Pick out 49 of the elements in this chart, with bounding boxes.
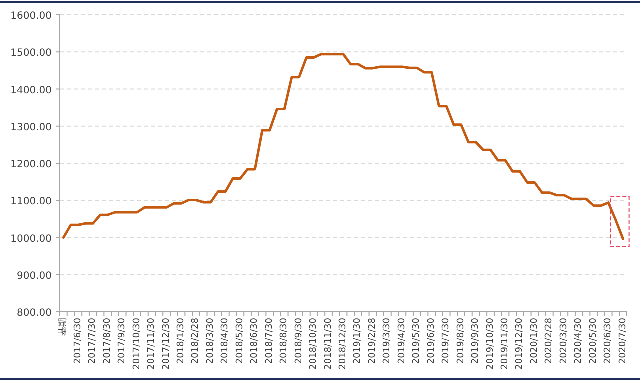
x-tick-label: 2019/7/30	[442, 318, 452, 364]
x-tick-label: 2018/10/30	[309, 318, 320, 370]
x-tick-label: 2017/9/30	[118, 318, 128, 364]
x-tick-label: 2020/2/28	[544, 318, 555, 364]
x-tick-label: 2019/2/28	[368, 318, 378, 364]
x-tick-label: 2018/11/30	[324, 318, 334, 370]
y-tick-label: 1400.00	[10, 85, 52, 96]
x-tick-label: 2019/10/30	[486, 318, 496, 370]
y-tick-label: 1600.00	[10, 11, 52, 22]
y-tick-label: 800.00	[17, 308, 52, 319]
x-tick-label: 2018/2/28	[191, 318, 202, 364]
x-tick-label: 2019/6/30	[426, 318, 437, 364]
x-tick-label: 2019/8/30	[456, 318, 466, 364]
x-tick-label: 2020/7/30	[618, 318, 628, 364]
x-tick-label: 2019/5/30	[412, 318, 422, 364]
x-tick-label: 2020/1/30	[530, 318, 540, 364]
x-tick-label: 2017/10/30	[132, 318, 142, 370]
x-tick-label: 2019/4/30	[397, 318, 408, 364]
y-tick-label: 1100.00	[10, 196, 52, 208]
x-tick-label: 2018/8/30	[280, 318, 290, 364]
x-tick-label: 基期	[58, 318, 69, 336]
x-tick-label: 2017/6/30	[73, 318, 84, 364]
y-tick-label: 1300.00	[10, 122, 52, 134]
x-tick-label: 2019/9/30	[471, 318, 482, 364]
line-series	[62, 53, 625, 240]
x-tick-label: 2020/3/30	[559, 318, 570, 364]
x-tick-label: 2019/1/30	[353, 318, 364, 364]
x-tick-label: 2018/7/30	[264, 318, 275, 364]
y-tick-label: 1000.00	[10, 234, 52, 245]
x-tick-label: 2020/6/30	[604, 318, 614, 364]
x-tick-label: 2019/3/30	[382, 318, 393, 364]
x-tick-label: 2018/1/30	[176, 318, 186, 364]
x-tick-label: 2017/11/30	[147, 318, 158, 370]
x-tick-label: 2019/11/30	[500, 318, 510, 370]
x-tick-label: 2017/7/30	[88, 318, 98, 364]
x-tick-label: 2018/9/30	[294, 318, 304, 364]
y-tick-label: 1500.00	[10, 48, 52, 60]
x-tick-label: 2020/5/30	[588, 318, 599, 364]
x-tick-label: 2017/8/30	[102, 318, 113, 364]
x-tick-label: 2018/5/30	[235, 318, 246, 364]
x-tick-label: 2017/12/30	[162, 318, 172, 370]
x-tick-label: 2019/12/30	[515, 318, 526, 370]
x-tick-label: 2018/12/30	[338, 318, 348, 370]
x-tick-label: 2018/4/30	[220, 318, 231, 364]
x-tick-label: 2018/3/30	[206, 318, 216, 364]
x-tick-label: 2018/6/30	[250, 318, 260, 364]
y-tick-label: 1200.00	[10, 160, 52, 170]
y-tick-label: 900.00	[17, 270, 52, 282]
x-tick-label: 2020/4/30	[574, 318, 584, 364]
